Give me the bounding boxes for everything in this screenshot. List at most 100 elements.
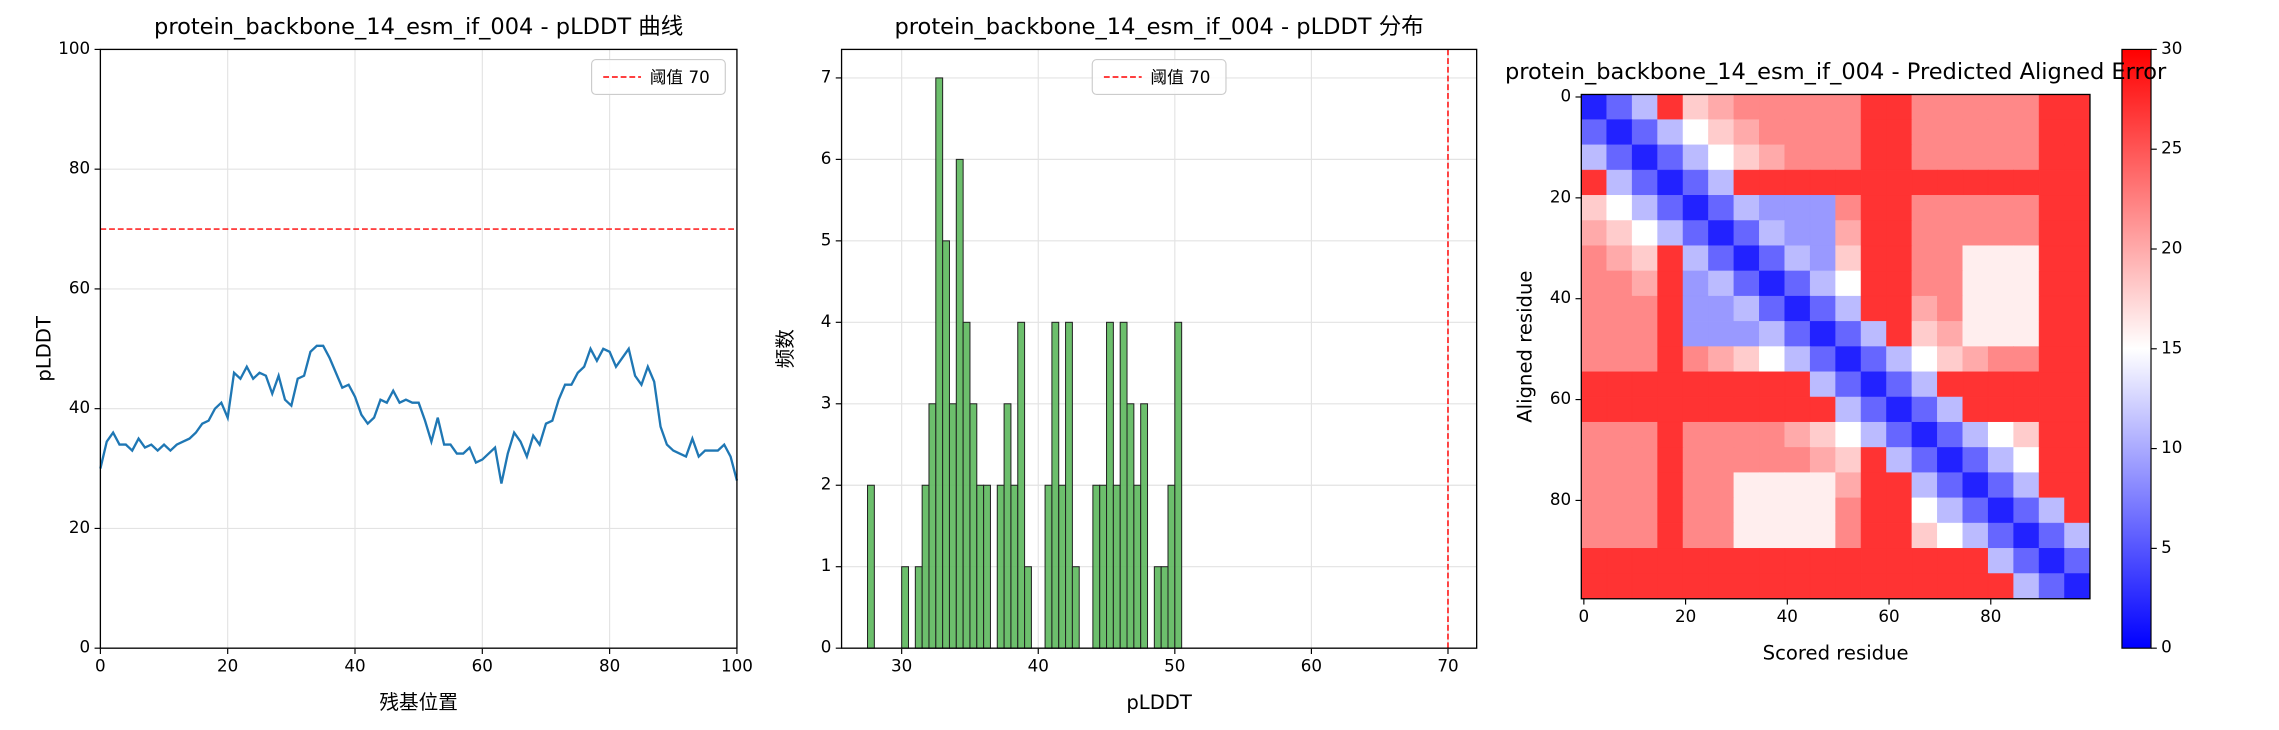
heatmap-cell	[1733, 321, 1760, 347]
heatmap-cell	[1631, 144, 1658, 171]
heatmap-cell	[2013, 119, 2040, 146]
heatmap-cell	[1809, 321, 1836, 347]
heatmap-cell	[1911, 270, 1938, 297]
x-tick-label: 40	[1777, 606, 1798, 626]
heatmap-cell	[1809, 119, 1836, 146]
heatmap-cell	[1860, 522, 1887, 549]
plot-frame	[840, 48, 1478, 649]
heatmap-cell	[1631, 396, 1658, 423]
heatmap-cell	[1784, 144, 1811, 171]
heatmap-cell	[1581, 522, 1608, 549]
histogram-bar	[867, 484, 875, 649]
heatmap-cell	[1682, 522, 1709, 549]
heatmap-cell	[1987, 573, 2014, 600]
heatmap-cell	[1886, 346, 1913, 373]
heatmap-cell	[2038, 396, 2065, 423]
heatmap-cell	[1708, 94, 1735, 120]
heatmap-cell	[1835, 245, 1862, 272]
heatmap-cell	[2013, 321, 2040, 347]
heatmap-cell	[1682, 421, 1709, 448]
heatmap-cell	[1657, 295, 1684, 322]
heatmap-cell	[1911, 497, 1938, 524]
histogram-bar	[901, 566, 910, 649]
heatmap-cell	[1937, 396, 1964, 423]
heatmap-cell	[1886, 371, 1913, 398]
x-tick-label: 40	[1028, 656, 1049, 676]
heatmap-cell	[1631, 371, 1658, 398]
heatmap-cell	[1886, 522, 1913, 549]
histogram-bar	[1119, 321, 1128, 649]
legend-box	[1091, 59, 1227, 96]
heatmap-cell	[2064, 497, 2091, 524]
heatmap-cell	[2064, 321, 2091, 347]
heatmap-cell	[1987, 346, 2014, 373]
heatmap-cell	[1962, 421, 1989, 448]
heatmap-cell	[1682, 220, 1709, 247]
heatmap-cell	[1911, 220, 1938, 247]
heatmap-cell	[2013, 270, 2040, 297]
heatmap-cell	[1606, 94, 1633, 120]
histogram-bar	[1065, 321, 1073, 649]
heatmap-cell	[1657, 421, 1684, 448]
heatmap-cell	[1581, 321, 1608, 347]
heatmap-cell	[1606, 321, 1633, 347]
heatmap-cell	[2064, 270, 2091, 297]
heatmap-cell	[1784, 522, 1811, 549]
heatmap-cell	[1657, 472, 1684, 499]
heatmap-cell	[1657, 497, 1684, 524]
plot-frame	[1580, 93, 2091, 600]
heatmap-cell	[2064, 169, 2091, 196]
heatmap-cell	[1937, 169, 1964, 196]
heatmap-cell	[1937, 472, 1964, 499]
heatmap-cell	[1733, 522, 1760, 549]
heatmap-cell	[1809, 245, 1836, 272]
heatmap-cell	[1631, 346, 1658, 373]
heatmap-cell	[1886, 169, 1913, 196]
heatmap-cell	[1987, 144, 2014, 171]
heatmap-cell	[1733, 220, 1760, 247]
heatmap-cell	[1581, 548, 1608, 574]
heatmap-cell	[1784, 220, 1811, 247]
heatmap-cell	[1835, 447, 1862, 473]
heatmap-cell	[1581, 169, 1608, 196]
heatmap-cell	[1657, 447, 1684, 473]
heatmap-cell	[1962, 119, 1989, 146]
heatmap-cell	[1886, 94, 1913, 120]
heatmap-cell	[2038, 94, 2065, 120]
y-tick-label: 7	[821, 66, 832, 86]
heatmap-cell	[2038, 321, 2065, 347]
heatmap-cell	[1911, 396, 1938, 423]
heatmap-cell	[1708, 497, 1735, 524]
heatmap-cell	[2038, 295, 2065, 322]
heatmap-cell	[1733, 169, 1760, 196]
heatmap-cell	[1886, 270, 1913, 297]
heatmap-cell	[1809, 421, 1836, 448]
heatmap-cell	[1886, 195, 1913, 221]
heatmap-cell	[2013, 497, 2040, 524]
x-axis-label: pLDDT	[1126, 691, 1193, 714]
heatmap-cell	[1911, 548, 1938, 574]
x-tick-label: 50	[1164, 656, 1185, 676]
heatmap-cell	[1682, 94, 1709, 120]
colorbar-tick-label: 15	[2161, 337, 2182, 357]
heatmap-cell	[1860, 371, 1887, 398]
x-tick-label: 60	[1878, 606, 1899, 626]
colorbar-tick-label: 10	[2161, 437, 2182, 457]
heatmap-cell	[1886, 295, 1913, 322]
heatmap-cell	[2038, 472, 2065, 499]
heatmap-cell	[1657, 169, 1684, 196]
heatmap-cell	[1581, 270, 1608, 297]
heatmap-cell	[1631, 497, 1658, 524]
heatmap-cell	[1835, 346, 1862, 373]
histogram-bar	[1010, 484, 1019, 649]
line-series	[99, 344, 739, 484]
heatmap-cell	[2038, 245, 2065, 272]
heatmap-cell	[1937, 573, 1964, 600]
heatmap-cell	[1886, 472, 1913, 499]
histogram-bar	[1126, 403, 1135, 649]
heatmap-cell	[1911, 447, 1938, 473]
heatmap-cell	[2038, 169, 2065, 196]
heatmap-cell	[1835, 295, 1862, 322]
heatmap-cell	[2013, 371, 2040, 398]
heatmap-cell	[1987, 548, 2014, 574]
